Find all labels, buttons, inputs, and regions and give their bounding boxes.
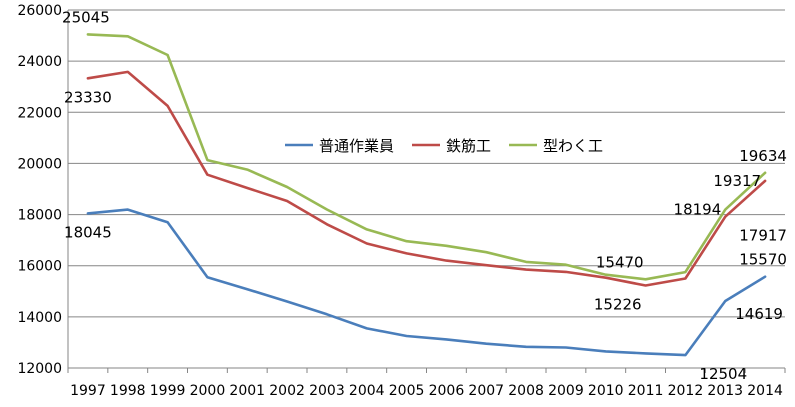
x-tick-label: 2002 [269,383,305,399]
data-labels: 25045 23330 18045 15470 15226 12504 18194 17917… [62,8,787,383]
x-tick-label: 2006 [429,383,465,399]
x-tick-label: 2000 [190,383,226,399]
x-tick-label: 2007 [468,383,504,399]
data-label: 15470 [596,253,644,271]
data-label: 12504 [699,365,747,383]
y-tick-label: 16000 [17,259,62,275]
x-tick-label: 2010 [588,383,624,399]
data-label: 15226 [594,296,642,314]
data-label: 23330 [64,88,112,106]
data-label: 19317 [713,172,761,190]
x-tick-label: 1997 [70,383,106,399]
x-tick-label: 2008 [508,383,544,399]
x-tick-label: 2009 [548,383,584,399]
data-label: 18194 [674,201,722,219]
legend: 普通作業員 鉄筋工 型わく工 [285,137,603,155]
y-tick-label: 12000 [17,361,62,377]
x-tick-label: 2013 [707,383,743,399]
legend-label: 鉄筋工 [446,137,491,155]
legend-label: 型わく工 [543,137,603,155]
x-tick-label: 1998 [110,383,146,399]
x-tick-label: 2004 [349,383,385,399]
y-tick-label: 22000 [17,105,62,121]
gridlines [68,9,785,369]
data-label: 17917 [739,227,787,245]
y-tick-label: 20000 [17,156,62,172]
x-tick-label: 2001 [229,383,265,399]
data-label: 18045 [64,223,112,241]
data-label: 19634 [739,147,787,165]
y-tick-label: 14000 [17,310,62,326]
y-tick-label: 26000 [17,3,62,19]
y-tick-label: 18000 [17,208,62,224]
series-line-1 [86,70,767,287]
x-tick-label: 2005 [389,383,425,399]
x-tick-label: 2014 [747,383,783,399]
series-line-0 [86,208,767,357]
x-tick-labels: 1997 1998 1999 2000 2001 2002 2003 2004 2005 2006… [70,383,783,399]
x-tick-label: 2003 [309,383,345,399]
y-tick-labels: 12000 14000 16000 18000 20000 22000 24000 26000 [17,3,62,377]
x-tick-label: 1999 [150,383,186,399]
y-tick-label: 24000 [17,54,62,70]
data-label: 15570 [739,251,787,269]
data-label: 14619 [735,305,783,323]
axes [67,10,786,373]
legend-label: 普通作業員 [319,137,394,155]
series-lines [86,33,767,357]
x-tick-label: 2012 [668,383,704,399]
data-label: 25045 [62,8,110,26]
x-tick-label: 2011 [628,383,664,399]
series-line-2 [86,33,767,281]
